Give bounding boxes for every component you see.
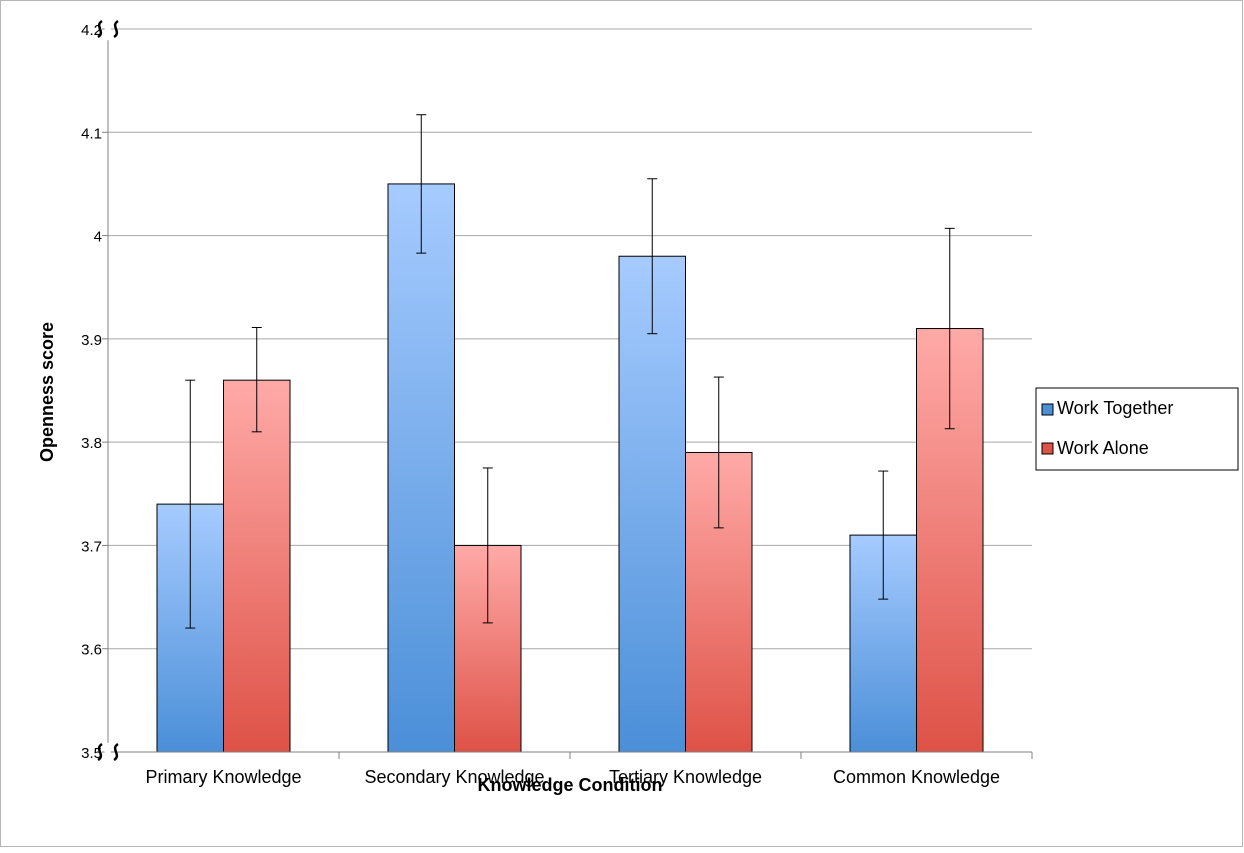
- legend-label-work-alone: Work Alone: [1057, 438, 1149, 458]
- x-tick-label: Common Knowledge: [833, 767, 1000, 787]
- legend-label-work-together: Work Together: [1057, 398, 1173, 418]
- axis-break-mark: [113, 742, 119, 762]
- y-tick-label: 3.5: [81, 745, 102, 762]
- axes: [97, 19, 1033, 764]
- legend: Work Together Work Alone: [1035, 387, 1239, 471]
- axis-break-mark: [97, 19, 103, 39]
- legend-box: [1035, 387, 1239, 471]
- x-tick-label: Secondary Knowledge: [364, 767, 544, 787]
- y-tick-label: 3.8: [81, 435, 102, 452]
- legend-swatch-work-alone: [1041, 442, 1054, 455]
- y-tick-label: 4.1: [81, 125, 102, 142]
- x-tick-label: Primary Knowledge: [145, 767, 301, 787]
- y-tick-label: 3.9: [81, 332, 102, 349]
- bar-work-alone-primary-knowledge: [223, 379, 291, 753]
- axis-break-mark: [113, 19, 119, 39]
- y-tick-label: 4.2: [81, 22, 102, 39]
- error-bars: [185, 114, 955, 629]
- bar-work-together-secondary-knowledge: [387, 183, 455, 753]
- axis-break-mask: [104, 742, 112, 764]
- x-tick-label: Tertiary Knowledge: [609, 767, 762, 787]
- axis-break-mark: [97, 742, 103, 762]
- y-tick-label: 4: [94, 229, 102, 246]
- tick-labels: 3.5 3.6 3.7 3.8 3.9 4 4.1 4.2 Primary Knowledge S…: [81, 22, 1000, 787]
- y-axis-title: Openness score: [37, 322, 57, 462]
- legend-swatch-work-together: [1041, 403, 1054, 416]
- y-tick-label: 3.7: [81, 538, 102, 555]
- axis-break-mask: [104, 19, 112, 41]
- x-axis-title: Knowledge Condition: [478, 775, 663, 795]
- y-tick-label: 3.6: [81, 642, 102, 659]
- bar-work-together-tertiary-knowledge: [618, 255, 686, 753]
